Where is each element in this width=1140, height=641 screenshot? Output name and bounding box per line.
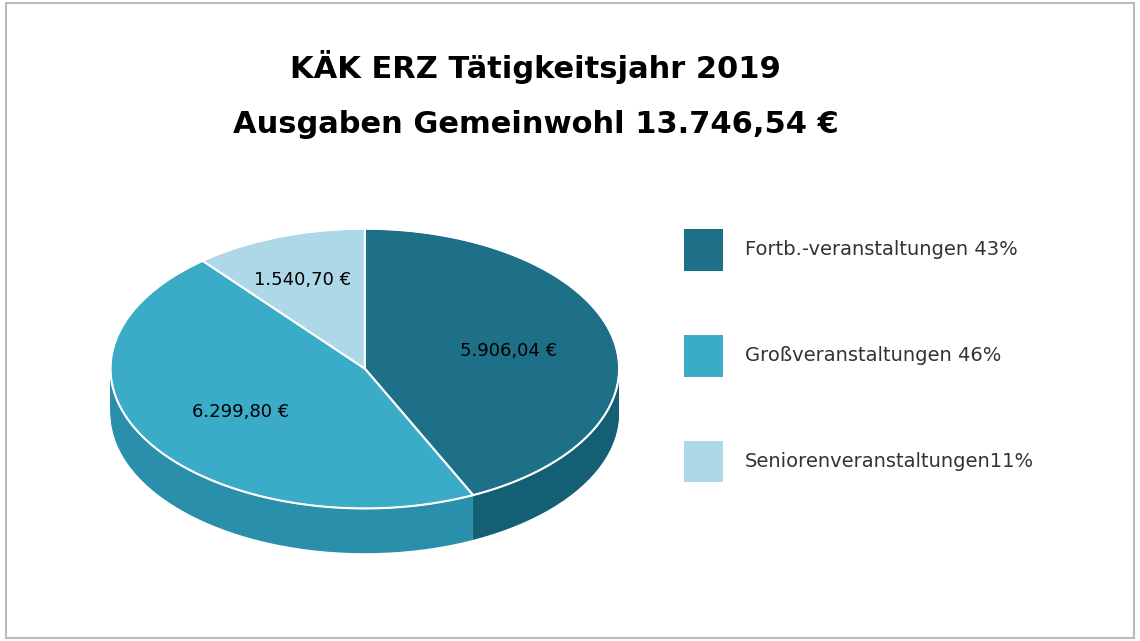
Polygon shape xyxy=(473,373,619,535)
Polygon shape xyxy=(111,369,473,551)
Polygon shape xyxy=(473,373,619,497)
Polygon shape xyxy=(365,229,619,495)
Polygon shape xyxy=(111,369,473,515)
Text: 5.906,04 €: 5.906,04 € xyxy=(461,342,557,360)
Polygon shape xyxy=(111,369,473,533)
Polygon shape xyxy=(473,373,619,499)
Polygon shape xyxy=(111,369,473,540)
Polygon shape xyxy=(111,369,473,549)
Text: 1.540,70 €: 1.540,70 € xyxy=(253,271,351,288)
Polygon shape xyxy=(111,369,473,538)
Polygon shape xyxy=(111,369,473,511)
Polygon shape xyxy=(111,261,473,508)
Polygon shape xyxy=(473,373,619,515)
Polygon shape xyxy=(473,373,619,520)
Polygon shape xyxy=(111,369,473,531)
Polygon shape xyxy=(111,369,473,529)
Polygon shape xyxy=(473,373,619,526)
Text: Fortb.-veranstaltungen 43%: Fortb.-veranstaltungen 43% xyxy=(744,240,1017,260)
Polygon shape xyxy=(111,369,473,524)
Text: Ausgaben Gemeinwohl 13.746,54 €: Ausgaben Gemeinwohl 13.746,54 € xyxy=(233,110,839,140)
Bar xyxy=(684,229,723,271)
Polygon shape xyxy=(473,373,619,504)
Polygon shape xyxy=(473,373,619,517)
Polygon shape xyxy=(111,369,473,520)
Polygon shape xyxy=(111,369,473,522)
Polygon shape xyxy=(111,369,473,517)
Polygon shape xyxy=(203,229,365,369)
Polygon shape xyxy=(111,369,473,547)
Polygon shape xyxy=(473,373,619,508)
Text: KÄK ERZ Tätigkeitsjahr 2019: KÄK ERZ Tätigkeitsjahr 2019 xyxy=(291,50,781,85)
Text: Großveranstaltungen 46%: Großveranstaltungen 46% xyxy=(744,346,1001,365)
Polygon shape xyxy=(473,373,619,540)
Text: Seniorenveranstaltungen11%: Seniorenveranstaltungen11% xyxy=(744,452,1034,471)
Polygon shape xyxy=(473,373,619,522)
Polygon shape xyxy=(111,369,473,553)
Polygon shape xyxy=(111,369,473,513)
Polygon shape xyxy=(473,373,619,511)
Polygon shape xyxy=(473,373,619,533)
Polygon shape xyxy=(111,369,473,535)
Polygon shape xyxy=(473,373,619,524)
Polygon shape xyxy=(473,373,619,513)
Bar xyxy=(684,335,723,376)
Polygon shape xyxy=(473,373,619,538)
Polygon shape xyxy=(473,373,619,531)
Polygon shape xyxy=(111,369,473,544)
Polygon shape xyxy=(473,373,619,506)
Polygon shape xyxy=(473,373,619,502)
Bar xyxy=(684,441,723,483)
Text: 6.299,80 €: 6.299,80 € xyxy=(192,403,288,421)
Polygon shape xyxy=(111,369,473,526)
Polygon shape xyxy=(473,373,619,529)
Polygon shape xyxy=(111,369,473,542)
